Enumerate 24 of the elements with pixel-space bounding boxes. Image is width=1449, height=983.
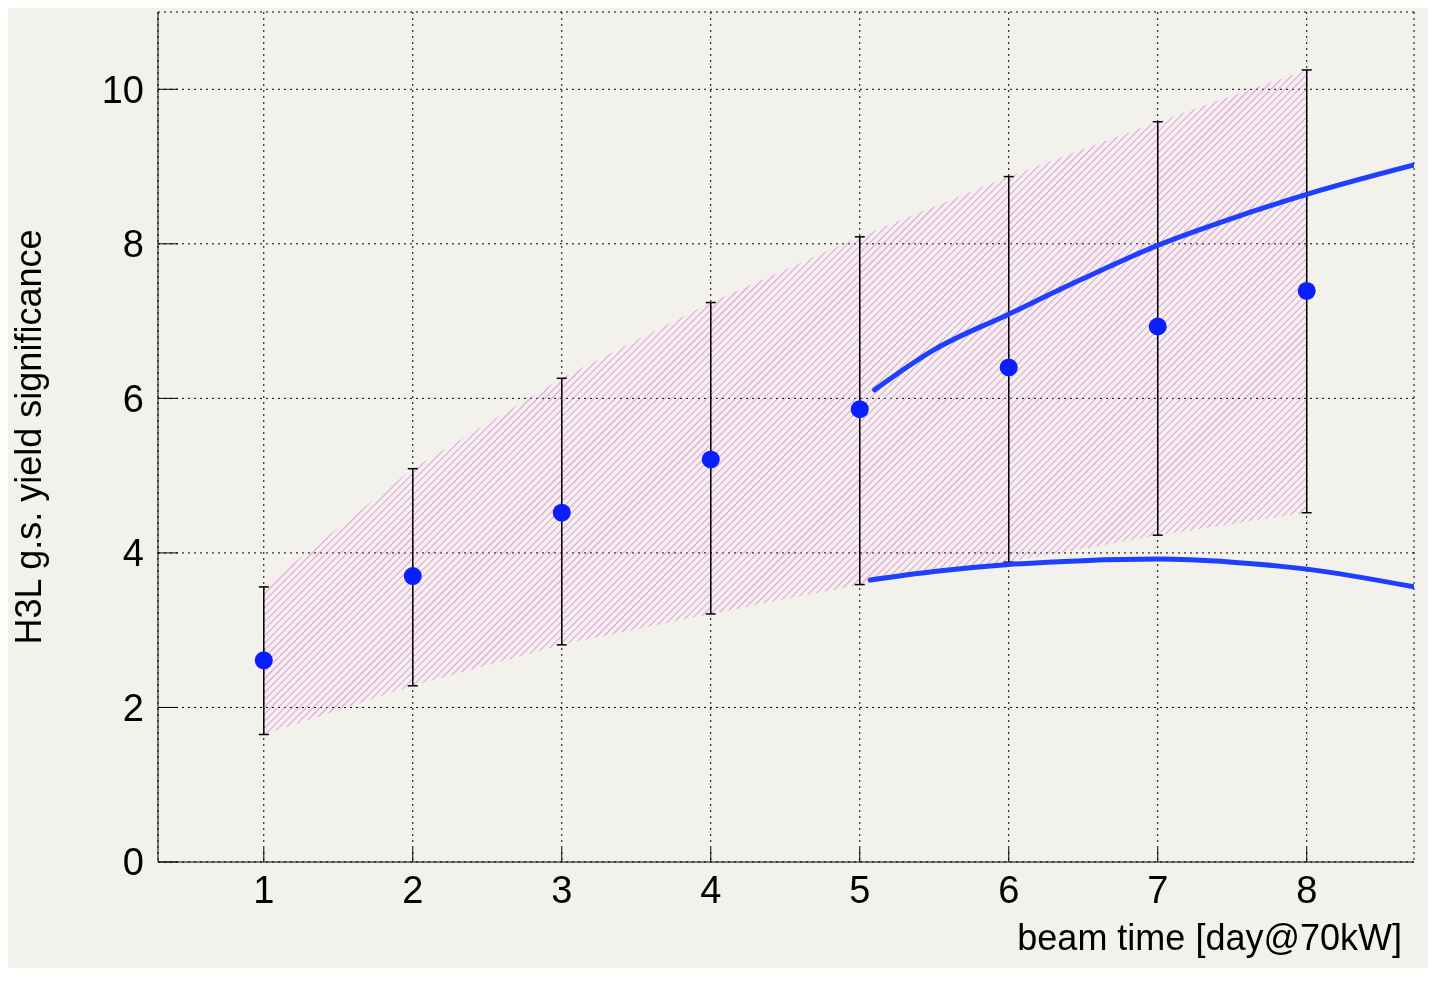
point	[701, 450, 720, 469]
y-tick-label: 4	[122, 532, 144, 575]
x-tick-label: 5	[849, 868, 871, 911]
x-tick-label: 4	[700, 868, 722, 911]
point	[850, 400, 869, 419]
y-tick-label: 2	[122, 686, 144, 729]
y-tick-label: 6	[122, 377, 144, 420]
point	[403, 567, 422, 586]
x-tick-label: 2	[402, 868, 424, 911]
x-axis-title: beam time [day@70kW]	[1017, 917, 1402, 958]
x-tick-label: 3	[551, 868, 573, 911]
x-tick-label: 1	[253, 868, 275, 911]
x-tick-label: 7	[1147, 868, 1169, 911]
point	[1297, 281, 1316, 300]
y-axis-title: H3L g.s. yield significance	[7, 229, 49, 645]
point	[1148, 317, 1167, 336]
point	[254, 651, 273, 670]
point	[999, 358, 1018, 377]
y-tick-label: 8	[122, 223, 144, 266]
y-tick-label: 10	[101, 68, 144, 111]
x-tick-label: 6	[998, 868, 1020, 911]
point	[552, 503, 571, 522]
x-tick-label: 8	[1296, 868, 1318, 911]
y-tick-label: 0	[122, 841, 144, 884]
